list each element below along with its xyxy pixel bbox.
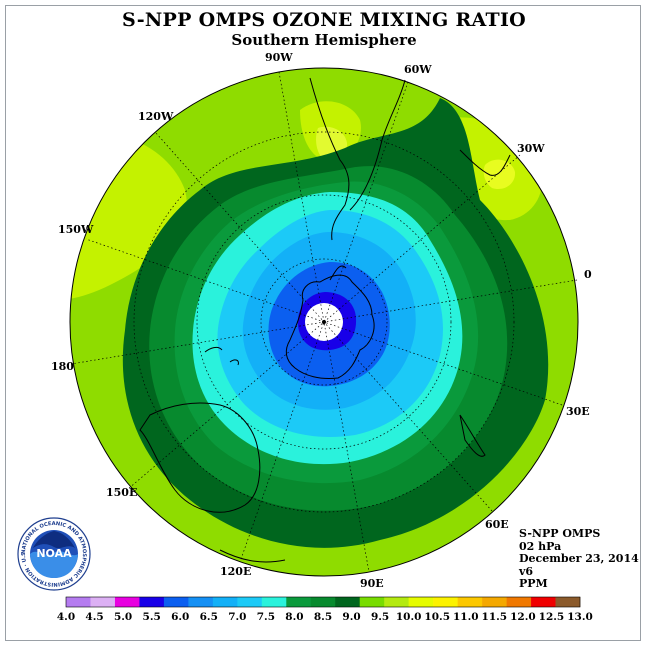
colorbar-swatch	[310, 597, 336, 607]
colorbar-swatch	[408, 597, 434, 607]
colorbar-swatch	[188, 597, 214, 607]
antarctic-peninsula-coast	[329, 265, 347, 281]
australia-coast	[139, 402, 261, 513]
colorbar-tick-label: 4.5	[85, 611, 103, 623]
colorbar-swatch	[335, 597, 361, 607]
colorbar-swatch	[531, 597, 556, 607]
lon-label-180: 180	[51, 360, 74, 373]
colorbar-swatch	[139, 597, 165, 607]
colorbar-tick-label: 8.5	[314, 611, 332, 623]
lon-label-90w: 90W	[265, 51, 293, 64]
colorbar-swatch	[359, 597, 385, 607]
map-subtitle: Southern Hemisphere	[231, 31, 417, 49]
lon-label-60e: 60E	[485, 518, 509, 531]
lon-label-0: 0	[584, 268, 592, 281]
colorbar-tick-label: 10.5	[424, 611, 450, 623]
colorbar-tick-label: 6.0	[171, 611, 189, 623]
lon-label-120e: 120E	[220, 565, 252, 578]
south-america-coast-2	[349, 79, 406, 211]
colorbar-swatch	[163, 597, 189, 607]
lon-label-120w: 120W	[138, 110, 174, 123]
graticule	[70, 71, 578, 573]
colorbar-swatch	[506, 597, 532, 607]
colorbar-tick-label: 7.0	[228, 611, 246, 623]
colorbar-swatch	[212, 597, 238, 607]
colorbar-swatch	[90, 597, 116, 607]
colorbar-swatch	[114, 597, 140, 607]
zone-10-5-patch	[483, 159, 516, 190]
new-zealand-coast	[204, 346, 239, 366]
lon-label-30e: 30E	[566, 405, 590, 418]
south-america-coast	[309, 77, 350, 241]
colorbar-swatches	[65, 596, 581, 608]
info-instrument: S-NPP OMPS	[519, 527, 601, 540]
meridian-60e-120w	[155, 132, 493, 512]
africa-coast	[459, 149, 511, 176]
logo-text: NOAA	[36, 547, 72, 560]
colorbar-border	[65, 596, 581, 608]
info-block: S-NPP OMPS 02 hPa December 23, 2014 v6 P…	[519, 527, 639, 591]
lon-label-150w: 150W	[58, 223, 94, 236]
coastlines	[139, 77, 511, 563]
colorbar-tick-label: 12.5	[539, 611, 565, 623]
map-title: S-NPP OMPS OZONE MIXING RATIO	[121, 9, 527, 31]
colorbar-swatch	[433, 597, 458, 607]
colorbar-tick-label: 7.5	[257, 611, 275, 623]
map-edge	[69, 67, 579, 577]
colorbar-tick-label: 9.0	[342, 611, 360, 623]
colorbar-swatch	[261, 597, 287, 607]
info-units: PPM	[519, 577, 548, 590]
lon-label-150e: 150E	[106, 486, 138, 499]
lon-label-60w: 60W	[404, 63, 432, 76]
info-version: v6	[519, 564, 534, 578]
latitude-circle-2	[196, 194, 452, 450]
latitude-circle-3	[133, 131, 515, 513]
colorbar-swatch	[237, 597, 263, 607]
madagascar-coast	[459, 414, 486, 457]
antarctica-coast	[285, 274, 375, 379]
colorbar-tick-label: 11.5	[482, 611, 508, 623]
colorbar-swatch	[457, 597, 483, 607]
colorbar-tick-label: 12.0	[510, 611, 536, 623]
colorbar-tick-label: 10.0	[396, 611, 422, 623]
colorbar-tick-label: 5.0	[114, 611, 132, 623]
colorbar-swatch	[555, 597, 581, 607]
colorbar-tick-label: 6.5	[200, 611, 218, 623]
colorbar-tick-label: 9.5	[371, 611, 389, 623]
noaa-logo: NATIONAL OCEANIC AND ATMOSPHERIC ADMINIS…	[17, 517, 91, 591]
lon-label-90e: 90E	[360, 577, 384, 590]
colorbar-tick-label: 11.0	[453, 611, 479, 623]
figure-frame	[5, 5, 641, 641]
info-level: 02 hPa	[519, 539, 562, 553]
colorbar-tick-label: 5.5	[143, 611, 161, 623]
colorbar-tick-label: 13.0	[567, 611, 593, 623]
colorbar-legend: 4.0 4.5 5.0 5.5 6.0 6.5 7.0 7.5 8.0 8.5 9.0 9.5 10.0…	[57, 596, 593, 623]
colorbar-swatch	[66, 597, 91, 607]
lon-label-30w: 30W	[517, 142, 545, 155]
meridian-60w-120e	[239, 81, 409, 563]
colorbar-tick-label: 4.0	[57, 611, 75, 623]
colorbar-tick-label: 8.0	[285, 611, 303, 623]
latitude-circle-1	[260, 258, 388, 386]
meridian-90w-90e	[278, 71, 370, 573]
colorbar-swatch	[482, 597, 507, 607]
colorbar-swatch	[286, 597, 312, 607]
indonesia-coast	[219, 549, 286, 563]
info-date: December 23, 2014	[519, 552, 639, 565]
colorbar-ticks: 4.0 4.5 5.0 5.5 6.0 6.5 7.0 7.5 8.0 8.5 9.0 9.5 10.0…	[57, 611, 593, 623]
colorbar-swatch	[384, 597, 409, 607]
